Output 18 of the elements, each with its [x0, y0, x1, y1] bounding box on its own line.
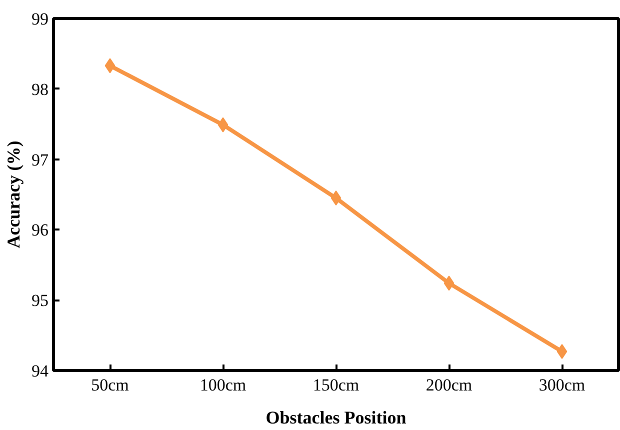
y-tick-label: 95: [32, 291, 48, 310]
point: [330, 190, 342, 206]
point: [104, 58, 116, 74]
x-tick-label: 100cm: [200, 376, 246, 394]
x-tick-label: 200cm: [426, 376, 472, 394]
y-axis-title: Accuracy (%): [4, 140, 24, 248]
point: [444, 276, 454, 291]
x-tick-label: 150cm: [312, 376, 360, 394]
y-tick-label: 94: [32, 362, 49, 380]
x-tick-label: 50cm: [91, 376, 129, 394]
x-axis-title: Obstacles Position: [266, 408, 406, 428]
y-tick-label: 98: [32, 80, 48, 99]
x-tick-label: 300cm: [538, 376, 586, 394]
y-tick-label: 96: [32, 220, 48, 240]
y-tick-label: 99: [32, 10, 48, 28]
point: [556, 344, 568, 359]
point: [218, 117, 228, 132]
y-tick-label: 97: [32, 150, 49, 170]
